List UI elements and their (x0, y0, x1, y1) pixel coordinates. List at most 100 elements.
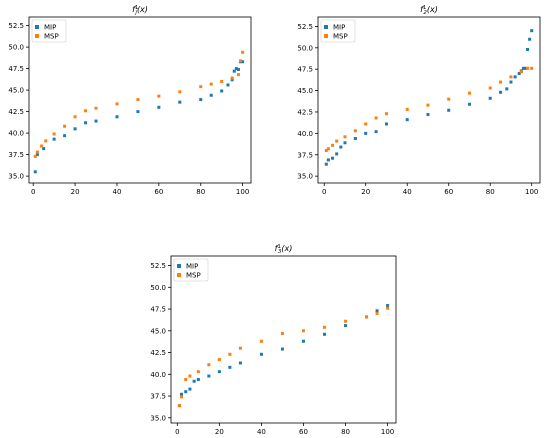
legend-label: MIP (333, 24, 345, 32)
data-point-mip (84, 121, 88, 125)
data-point-mip (513, 75, 517, 79)
data-point-mip (384, 122, 388, 126)
data-point-msp (375, 311, 379, 315)
data-point-mip (115, 115, 119, 119)
x-tick-label: 40 (257, 428, 266, 436)
y-tick-label: 47.5 (150, 306, 166, 314)
data-point-msp (136, 98, 140, 102)
data-point-msp (52, 132, 56, 136)
legend-box (320, 19, 356, 43)
title-superscript: 1 (135, 5, 139, 11)
data-point-msp (35, 150, 39, 154)
data-point-msp (365, 315, 369, 319)
y-tick-label: 37.5 (8, 151, 24, 159)
data-point-msp (196, 370, 200, 374)
title-tail: (x) (137, 5, 148, 14)
legend-marker-msp (177, 273, 181, 277)
data-point-mip (509, 80, 513, 84)
data-point-mip (94, 119, 98, 123)
data-point-msp (386, 306, 390, 310)
x-tick-label: 80 (486, 188, 495, 196)
x-tick-label: 40 (113, 188, 122, 196)
data-point-mip (33, 170, 37, 174)
title-tail: (x) (281, 244, 292, 253)
data-point-msp (323, 325, 327, 329)
y-tick-label: 42.5 (150, 349, 166, 357)
x-tick-label: 0 (31, 188, 35, 196)
y-tick-label: 45.0 (297, 87, 313, 95)
data-point-mip (526, 48, 530, 52)
data-point-mip (220, 89, 224, 93)
data-point-msp (519, 70, 523, 74)
data-point-mip (467, 102, 471, 106)
data-point-msp (178, 90, 182, 94)
y-tick-label: 35.0 (8, 173, 24, 181)
x-tick-label: 100 (236, 188, 249, 196)
x-tick-label: 100 (381, 428, 394, 436)
data-point-msp (228, 352, 232, 356)
y-tick-label: 35.0 (150, 414, 166, 422)
data-point-mip (157, 105, 161, 109)
x-tick-label: 0 (322, 188, 326, 196)
data-point-mip (184, 390, 188, 394)
legend-label: MSP (186, 272, 201, 280)
data-point-mip (331, 156, 335, 160)
data-point-mip (335, 152, 339, 156)
y-tick-label: 52.5 (297, 23, 313, 31)
x-tick-label: 60 (299, 428, 308, 436)
x-tick-label: 80 (196, 188, 205, 196)
data-point-msp (241, 50, 245, 54)
legend-marker-mip (324, 25, 328, 29)
data-point-mip (136, 110, 140, 114)
data-point-msp (324, 148, 328, 152)
data-point-msp (180, 395, 184, 399)
data-point-mip (280, 347, 284, 351)
data-point-msp (530, 66, 534, 70)
data-point-mip (42, 147, 46, 151)
data-point-mip (236, 67, 240, 71)
data-point-mip (226, 83, 230, 87)
data-point-mip (426, 113, 430, 117)
data-point-mip (375, 309, 379, 313)
data-point-mip (188, 387, 192, 391)
data-point-mip (353, 137, 357, 141)
data-point-mip (339, 145, 343, 149)
data-point-msp (44, 139, 48, 143)
y-tick-label: 47.5 (297, 66, 313, 74)
data-point-msp (426, 103, 430, 107)
data-point-msp (343, 135, 347, 139)
data-point-msp (280, 331, 284, 335)
data-point-mip (523, 66, 527, 70)
y-tick-label: 40.0 (150, 371, 166, 379)
data-point-msp (509, 75, 513, 79)
data-point-msp (526, 66, 530, 70)
title-superscript: 1 (423, 5, 427, 11)
x-tick-label: 40 (403, 188, 412, 196)
y-tick-label: 50.0 (150, 284, 166, 292)
data-point-mip (199, 98, 203, 102)
data-point-mip (241, 60, 245, 64)
data-point-msp (63, 124, 67, 128)
data-point-mip (505, 87, 509, 91)
data-point-msp (301, 329, 305, 333)
data-point-msp (259, 339, 263, 343)
data-point-msp (33, 154, 37, 158)
x-tick-label: 100 (525, 188, 538, 196)
data-point-msp (405, 107, 409, 111)
data-point-mip (301, 339, 305, 343)
data-point-msp (384, 112, 388, 116)
data-point-mip (207, 374, 211, 378)
data-point-mip (52, 137, 56, 141)
data-point-msp (207, 363, 211, 367)
data-point-mip (228, 365, 232, 369)
title-subscript: 3 (278, 249, 282, 255)
data-point-msp (239, 59, 243, 63)
chart-panel-bottom: f1 3(x) 0 20 40 60 80 100 35.0 37.5 40.0 42.5 45.0 47… (150, 244, 397, 436)
x-tick-label: 60 (154, 188, 163, 196)
title-superscript: 1 (277, 244, 281, 250)
data-point-msp (364, 122, 368, 126)
data-point-mip (405, 118, 409, 122)
data-point-mip (230, 78, 234, 82)
legend-marker-msp (35, 34, 39, 38)
x-tick-label: 80 (341, 428, 350, 436)
